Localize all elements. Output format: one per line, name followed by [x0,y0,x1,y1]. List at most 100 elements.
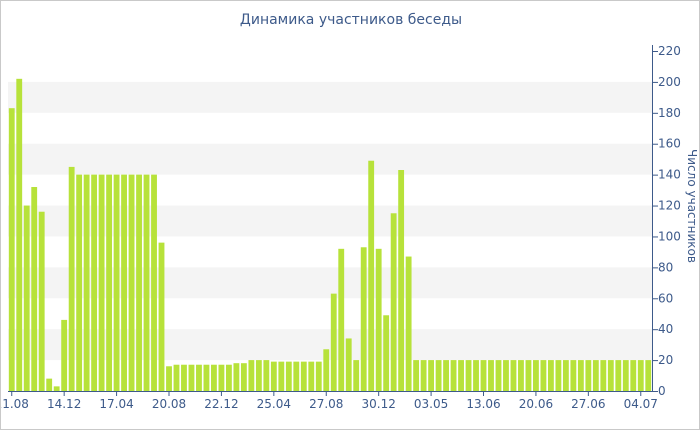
bar [398,170,405,391]
y-tick-label: 100 [658,229,681,243]
bar [173,364,180,391]
bar [525,360,532,391]
bar [218,364,225,391]
bar [8,108,15,391]
bar [323,349,330,391]
bar [547,360,554,391]
y-tick-label: 140 [658,168,681,182]
bar [113,174,120,391]
bar [458,360,464,391]
bar [570,360,577,391]
bar [428,360,435,391]
bar [203,364,210,391]
bar [420,360,427,391]
bar [293,361,300,391]
bar [263,360,270,391]
axes-group: 0 20 40 60 80 100 120 140 160 180 200 220 11.08 14.12… [1,44,681,411]
bar [390,213,397,391]
x-tick-label: 30.12 [361,397,395,411]
grid-band [8,267,652,299]
x-tick-label: 14.12 [47,397,81,411]
bar [128,174,135,391]
bar [76,174,83,391]
y-tick-label: 200 [658,75,681,89]
bar [465,360,472,391]
y-tick-label: 180 [658,106,681,120]
bar [188,364,195,391]
bar [353,360,360,391]
bar [518,360,524,391]
bar [285,361,292,391]
x-tick-label: 20.06 [519,397,553,411]
bar [630,360,637,391]
bar [413,360,420,391]
bars-group [8,78,652,392]
bar [255,360,262,391]
bar [196,364,202,391]
bar [270,361,277,391]
bar [248,360,255,391]
bar [181,364,187,391]
bar [53,386,60,391]
bar [240,363,247,391]
x-tick-label: 13.06 [466,397,500,411]
bar [136,174,142,391]
bar [151,174,157,391]
bar [443,360,449,391]
bar [577,360,584,391]
grid-band [8,81,652,113]
bar [480,360,487,391]
bar [23,205,30,391]
bar [383,315,390,391]
bar [637,360,644,391]
x-tick-label: 04.07 [624,397,658,411]
bar [98,174,105,391]
bar [91,174,98,391]
chart-title: Динамика участников беседы [239,12,463,28]
bar [121,174,127,391]
bar [345,338,352,391]
bar [360,247,367,391]
bar [405,256,412,391]
bar [211,364,217,391]
bar [278,361,285,391]
bar [368,160,375,391]
x-tick-label: 22.12 [204,397,238,411]
bar [338,248,345,391]
y-tick-label: 120 [658,199,681,213]
bar [225,364,232,391]
bar [315,361,322,391]
grid-bands [8,81,652,361]
bar [38,211,45,391]
bar [533,360,539,391]
bar [540,360,547,391]
bar [645,360,652,391]
x-tick-label: 17.04 [99,397,133,411]
bar [622,360,629,391]
x-tick-label: 20.08 [152,397,186,411]
bar [600,360,607,391]
bar [615,360,622,391]
bar [435,360,442,391]
bar [330,293,337,391]
bar [503,360,509,391]
bar [106,174,113,391]
x-tick-label: 03.05 [414,397,448,411]
bar [555,360,562,391]
x-tick-label: 27.08 [309,397,343,411]
bar [495,360,502,391]
bar [510,360,517,391]
bar [46,378,53,391]
bar [166,366,172,391]
bar [143,174,150,391]
x-tick-label: 11.08 [1,397,29,411]
y-axis-title: Число участников [685,149,699,263]
bar [16,78,23,392]
bar [158,242,165,391]
bar [61,319,68,391]
y-tick-label: 40 [658,322,673,336]
bar [375,248,382,391]
y-tick-label: 60 [658,291,673,305]
